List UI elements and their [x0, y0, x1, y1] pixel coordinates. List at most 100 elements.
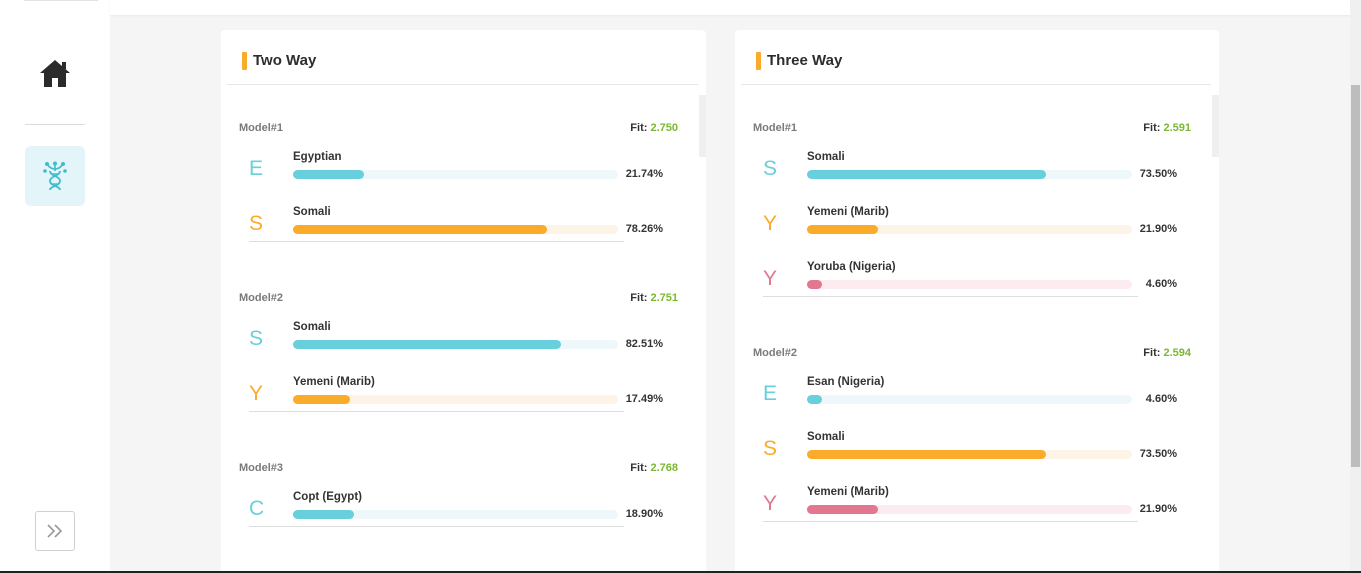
percent-value: 78.26% — [625, 223, 663, 235]
percent-bar-track — [293, 170, 618, 179]
fit-label: Fit: — [1143, 347, 1161, 359]
population-entry: S Somali 82.51% — [243, 321, 663, 366]
dna-icon — [43, 161, 67, 191]
model-label: Model#2 — [239, 292, 284, 304]
percent-value: 82.51% — [625, 338, 663, 350]
population-name: Yemeni (Marib) — [293, 376, 375, 388]
fit-score: Fit: 2.594 — [1143, 347, 1191, 359]
percent-bar-fill — [293, 225, 548, 234]
fit-label: Fit: — [630, 462, 648, 474]
percent-value: 4.60% — [1145, 278, 1177, 290]
population-entry: Y Yemeni (Marib) 17.49% — [243, 376, 663, 421]
fit-score: Fit: 2.751 — [630, 292, 678, 304]
model-separator — [763, 521, 1138, 522]
title-accent — [756, 52, 761, 70]
model-separator — [763, 296, 1138, 297]
percent-bar-fill — [293, 510, 355, 519]
population-name: Yemeni (Marib) — [807, 486, 889, 498]
percent-bar-fill — [293, 170, 364, 179]
fit-value: 2.594 — [1163, 347, 1191, 359]
bottom-edge — [0, 571, 1361, 573]
model-separator — [249, 241, 624, 242]
population-initial: E — [763, 382, 778, 405]
fit-score: Fit: 2.591 — [1143, 122, 1191, 134]
model-header: Model#1 Fit: 2.591 — [753, 122, 1191, 138]
percent-value: 21.90% — [1139, 223, 1177, 235]
population-name: Somali — [293, 206, 331, 218]
population-initial: S — [249, 212, 264, 235]
card-header: Three Way — [741, 30, 1211, 85]
model-header: Model#2 Fit: 2.594 — [753, 347, 1191, 363]
population-entry: C Copt (Egypt) 18.90% — [243, 491, 663, 536]
fit-value: 2.750 — [650, 122, 678, 134]
population-name: Somali — [807, 431, 845, 443]
fit-label: Fit: — [630, 122, 648, 134]
percent-value: 4.60% — [1145, 393, 1177, 405]
card-title: Two Way — [253, 52, 317, 69]
population-name: Somali — [807, 151, 845, 163]
percent-bar-fill — [807, 505, 879, 514]
fit-label: Fit: — [630, 292, 648, 304]
sidebar-top-line — [24, 0, 98, 1]
population-entry: S Somali 73.50% — [757, 151, 1177, 196]
card-header: Two Way — [227, 30, 698, 85]
percent-value: 73.50% — [1139, 168, 1177, 180]
model-label: Model#2 — [753, 347, 798, 359]
population-name: Copt (Egypt) — [293, 491, 362, 503]
sidebar-item-dna[interactable] — [25, 146, 85, 206]
percent-bar-track — [807, 225, 1132, 234]
percent-bar-track — [293, 395, 618, 404]
population-initial: C — [249, 497, 265, 520]
fit-label: Fit: — [1143, 122, 1161, 134]
model-header: Model#3 Fit: 2.768 — [239, 462, 678, 478]
model-label: Model#3 — [239, 462, 284, 474]
population-initial: Y — [763, 492, 778, 515]
percent-value: 21.74% — [625, 168, 663, 180]
fit-value: 2.768 — [650, 462, 678, 474]
model-header: Model#1 Fit: 2.750 — [239, 122, 678, 138]
card-title: Three Way — [767, 52, 843, 69]
percent-bar-fill — [807, 170, 1046, 179]
population-entry: E Esan (Nigeria) 4.60% — [757, 376, 1177, 421]
top-bar — [110, 0, 1350, 15]
population-name: Esan (Nigeria) — [807, 376, 885, 388]
sidebar-divider — [25, 124, 85, 125]
three-way-card: Three Way Model#1 Fit: 2.591 S Somali 73.50%… — [735, 30, 1219, 573]
population-entry: Y Yemeni (Marib) 21.90% — [757, 206, 1177, 251]
fit-score: Fit: 2.750 — [630, 122, 678, 134]
percent-bar-fill — [293, 340, 562, 349]
population-entry: Y Yemeni (Marib) 21.90% — [757, 486, 1177, 531]
population-name: Yoruba (Nigeria) — [807, 261, 896, 273]
population-initial: Y — [763, 212, 778, 235]
sidebar — [0, 0, 110, 573]
percent-bar-track — [807, 450, 1132, 459]
inner-scrollbar[interactable] — [1212, 95, 1219, 157]
percent-value: 18.90% — [625, 508, 663, 520]
population-entry: E Egyptian 21.74% — [243, 151, 663, 196]
percent-bar-fill — [807, 395, 822, 404]
population-name: Yemeni (Marib) — [807, 206, 889, 218]
percent-bar-track — [293, 510, 618, 519]
inner-scrollbar[interactable] — [699, 95, 706, 157]
percent-bar-fill — [807, 225, 879, 234]
home-icon[interactable] — [38, 56, 72, 90]
fit-value: 2.751 — [650, 292, 678, 304]
population-initial: Y — [763, 267, 778, 290]
model-label: Model#1 — [753, 122, 798, 134]
model-separator — [249, 526, 624, 527]
two-way-card: Two Way Model#1 Fit: 2.750 E Egyptian 21.74%… — [221, 30, 706, 573]
percent-value: 73.50% — [1139, 448, 1177, 460]
population-initial: S — [763, 157, 778, 180]
percent-bar-fill — [293, 395, 350, 404]
population-name: Egyptian — [293, 151, 342, 163]
fit-score: Fit: 2.768 — [630, 462, 678, 474]
percent-value: 21.90% — [1139, 503, 1177, 515]
model-separator — [249, 411, 624, 412]
population-name: Somali — [293, 321, 331, 333]
expand-sidebar-button[interactable] — [35, 511, 75, 551]
page-scrollbar-thumb[interactable] — [1351, 85, 1360, 467]
percent-bar-fill — [807, 280, 822, 289]
model-header: Model#2 Fit: 2.751 — [239, 292, 678, 308]
population-initial: Y — [249, 382, 264, 405]
percent-bar-track — [807, 395, 1132, 404]
